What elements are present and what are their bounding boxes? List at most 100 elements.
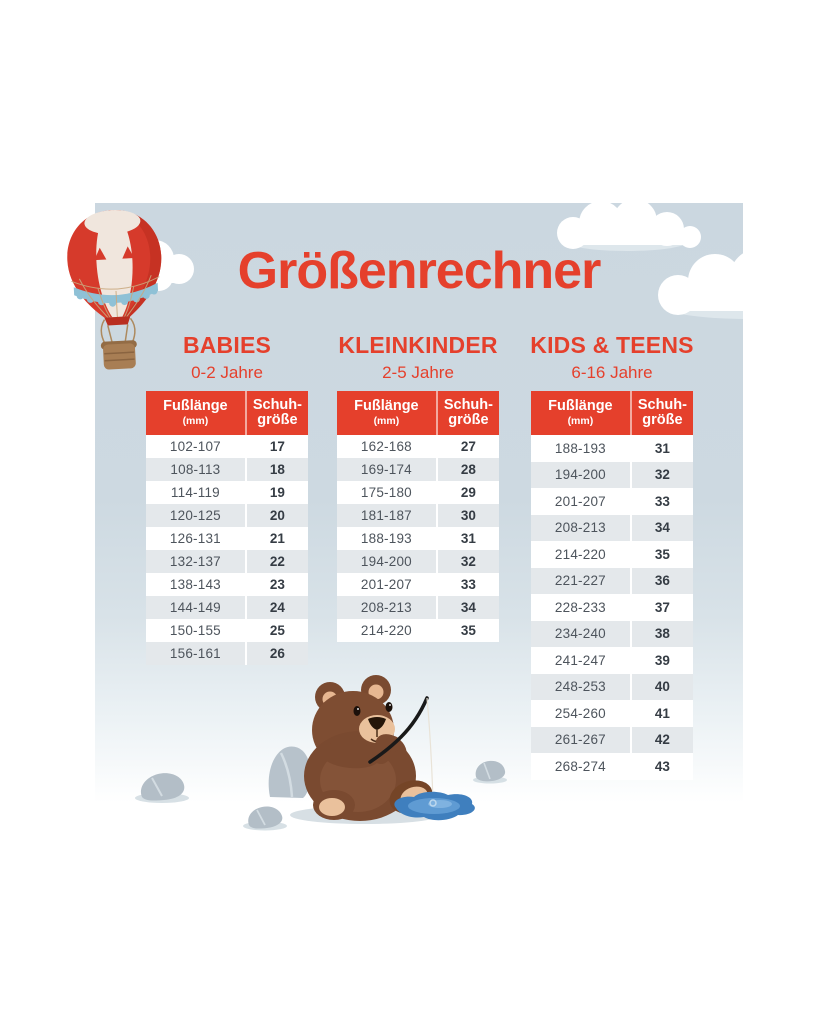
table-body: 188-193 31 194-200 32 201-207 33 208-213 34 214-… <box>531 435 693 780</box>
table-row: 194-200 32 <box>531 461 693 488</box>
shoe-size-value: 33 <box>629 488 693 515</box>
shoe-size-value: 19 <box>244 481 308 504</box>
foot-length-value: 208-213 <box>360 600 412 615</box>
table-row: 221-227 36 <box>531 567 693 594</box>
table-row: 126-131 21 <box>146 527 308 550</box>
rock-icon <box>268 746 311 798</box>
shoe-size-value: 25 <box>244 619 308 642</box>
table-header: Fußlänge (mm) Schuh- größe <box>531 391 693 435</box>
shoe-size-value: 21 <box>244 527 308 550</box>
age-range: 6-16 Jahre <box>571 363 653 382</box>
foot-length-value: 214-220 <box>360 623 412 638</box>
table-row: 261-267 42 <box>531 726 693 753</box>
rock-icon <box>140 773 185 801</box>
foot-length-value: 138-143 <box>169 577 221 592</box>
foot-length-value: 162-168 <box>360 439 412 454</box>
foot-length-column-header: Fußlänge (mm) <box>163 397 228 428</box>
section-title: BABIES <box>182 332 272 358</box>
bear-fishing-illustration <box>135 675 507 831</box>
shoe-size-value: 42 <box>629 726 693 753</box>
age-range: 2-5 Jahre <box>382 363 454 382</box>
table-row: 248-253 40 <box>531 673 693 700</box>
shoe-size-value: 36 <box>629 567 693 594</box>
section-heading-babies: BABIES 0-2 Jahre <box>117 332 337 383</box>
shoe-size-value: 34 <box>435 596 499 619</box>
shoe-size-value: 38 <box>629 620 693 647</box>
table-row: 201-207 33 <box>531 488 693 515</box>
foot-length-value: 201-207 <box>554 493 606 509</box>
shoe-size-value: 40 <box>629 673 693 700</box>
table-row: 120-125 20 <box>146 504 308 527</box>
shoe-size-value: 31 <box>435 527 499 550</box>
shoe-size-value: 27 <box>435 435 499 458</box>
foot-length-value: 228-233 <box>554 599 606 615</box>
shoe-size-value: 41 <box>629 700 693 727</box>
shoe-size-value: 34 <box>629 514 693 541</box>
foot-length-value: 175-180 <box>360 485 412 500</box>
foot-length-value: 201-207 <box>360 577 412 592</box>
foot-length-value: 169-174 <box>360 462 412 477</box>
foot-length-value: 241-247 <box>554 652 606 668</box>
table-row: 144-149 24 <box>146 596 308 619</box>
fishing-line <box>426 697 434 803</box>
shoe-size-value: 28 <box>435 458 499 481</box>
foot-length-value: 126-131 <box>169 531 221 546</box>
shoe-size-column-header: Schuh- größe <box>435 391 499 435</box>
foot-length-column-header: Fußlänge (mm) <box>548 397 613 428</box>
shoe-size-value: 23 <box>244 573 308 596</box>
table-row: 108-113 18 <box>146 458 308 481</box>
shoe-size-value: 17 <box>244 435 308 458</box>
foot-length-column-header: Fußlänge (mm) <box>354 397 419 428</box>
table-row: 162-168 27 <box>337 435 499 458</box>
foot-length-value: 132-137 <box>169 554 221 569</box>
rock-icon <box>475 760 506 782</box>
table-row: 201-207 33 <box>337 573 499 596</box>
table-row: 228-233 37 <box>531 594 693 621</box>
shoe-size-value: 32 <box>435 550 499 573</box>
foot-length-value: 102-107 <box>169 439 221 454</box>
table-row: 214-220 35 <box>531 541 693 568</box>
section-title: KIDS & TEENS <box>530 332 694 358</box>
table-row: 169-174 28 <box>337 458 499 481</box>
table-row: 188-193 31 <box>337 527 499 550</box>
foot-length-value: 181-187 <box>360 508 412 523</box>
table-header: Fußlänge (mm) Schuh- größe <box>337 391 499 435</box>
babies-size-table: Fußlänge (mm) Schuh- größe 102-107 17 108-… <box>146 391 308 665</box>
water-puddle-icon <box>394 791 475 821</box>
table-row: 181-187 30 <box>337 504 499 527</box>
table-body: 102-107 17 108-113 18 114-119 19 120-125 20 126-… <box>146 435 308 665</box>
shoe-size-value: 24 <box>244 596 308 619</box>
section-title: KLEINKINDER <box>338 332 498 358</box>
foot-length-value: 108-113 <box>170 462 221 477</box>
table-row: 194-200 32 <box>337 550 499 573</box>
foot-length-value: 144-149 <box>169 600 221 615</box>
foot-length-value: 150-155 <box>169 623 221 638</box>
foot-length-value: 156-161 <box>169 646 221 661</box>
table-row: 156-161 26 <box>146 642 308 665</box>
table-row: 254-260 41 <box>531 700 693 727</box>
rock-icon <box>248 806 283 829</box>
shoe-size-value: 22 <box>244 550 308 573</box>
foot-length-value: 194-200 <box>360 554 412 569</box>
shoe-size-value: 26 <box>244 642 308 665</box>
shoe-size-value: 29 <box>435 481 499 504</box>
table-row: 214-220 35 <box>337 619 499 642</box>
foot-length-value: 194-200 <box>554 467 606 483</box>
table-row: 234-240 38 <box>531 620 693 647</box>
table-row: 241-247 39 <box>531 647 693 674</box>
shoe-size-value: 35 <box>629 541 693 568</box>
cloud-icon <box>658 253 743 319</box>
shoe-size-value: 18 <box>244 458 308 481</box>
shoe-size-value: 20 <box>244 504 308 527</box>
shoe-size-value: 30 <box>435 504 499 527</box>
table-row: 102-107 17 <box>146 435 308 458</box>
shoe-size-column-header: Schuh- größe <box>629 391 693 435</box>
kids-teens-size-table: Fußlänge (mm) Schuh- größe 188-193 31 194-… <box>531 391 693 780</box>
table-row: 138-143 23 <box>146 573 308 596</box>
section-heading-kleinkinder: KLEINKINDER 2-5 Jahre <box>308 332 528 383</box>
fishing-rod <box>368 696 429 764</box>
table-row: 175-180 29 <box>337 481 499 504</box>
table-header: Fußlänge (mm) Schuh- größe <box>146 391 308 435</box>
foot-length-value: 188-193 <box>554 440 606 456</box>
